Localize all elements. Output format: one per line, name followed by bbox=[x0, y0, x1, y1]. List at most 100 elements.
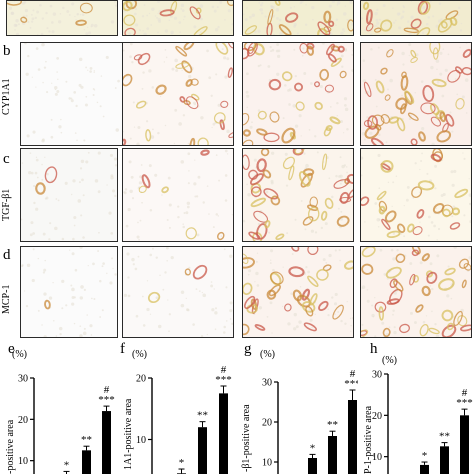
tissue-speckle bbox=[71, 302, 75, 306]
tissue-speckle bbox=[450, 170, 454, 174]
stain-structure bbox=[442, 208, 451, 218]
stain-structure bbox=[421, 285, 431, 297]
tissue-speckle bbox=[166, 247, 169, 250]
tissue-speckle bbox=[431, 287, 434, 291]
tissue-speckle bbox=[378, 187, 381, 190]
stain-structure bbox=[123, 73, 133, 87]
tissue-speckle bbox=[376, 217, 380, 222]
tissue-speckle bbox=[220, 235, 223, 237]
stain-structure bbox=[395, 253, 406, 263]
stain-structure bbox=[243, 253, 249, 265]
tissue-speckle bbox=[229, 309, 233, 313]
stain-structure bbox=[275, 233, 285, 241]
micrograph-a-1 bbox=[6, 0, 118, 36]
tissue-speckle bbox=[211, 126, 213, 129]
tissue-speckle bbox=[37, 309, 40, 312]
tissue-speckle bbox=[231, 322, 233, 325]
stain-structure bbox=[447, 69, 461, 83]
panel-letter-g: g bbox=[244, 341, 252, 357]
tissue-speckle bbox=[143, 4, 146, 6]
tissue-speckle bbox=[436, 80, 440, 84]
tissue-speckle bbox=[29, 233, 33, 237]
tissue-speckle bbox=[140, 164, 143, 166]
tissue-speckle bbox=[52, 12, 57, 16]
tissue-speckle bbox=[54, 226, 58, 231]
tissue-speckle bbox=[299, 286, 302, 288]
tissue-speckle bbox=[51, 30, 55, 34]
tissue-speckle bbox=[307, 270, 311, 274]
tissue-speckle bbox=[114, 164, 117, 167]
tissue-speckle bbox=[92, 94, 95, 97]
tissue-speckle bbox=[148, 164, 152, 168]
tissue-speckle bbox=[141, 201, 143, 204]
tissue-speckle bbox=[431, 310, 433, 313]
tissue-speckle bbox=[182, 225, 185, 229]
tissue-speckle bbox=[469, 220, 471, 224]
stain-structure bbox=[197, 137, 209, 145]
tissue-speckle bbox=[82, 331, 87, 336]
stain-structure bbox=[366, 9, 373, 25]
tissue-speckle bbox=[21, 265, 24, 268]
stain-structure bbox=[314, 81, 321, 88]
stain-structure bbox=[378, 205, 386, 215]
stain-structure bbox=[339, 191, 350, 204]
stain-structure bbox=[200, 149, 210, 156]
tissue-speckle bbox=[161, 194, 163, 196]
tissue-speckle bbox=[259, 3, 263, 7]
stain-structure bbox=[412, 226, 423, 236]
stain-structure bbox=[244, 25, 257, 35]
tissue-speckle bbox=[32, 9, 35, 12]
y-tick-label: 20 bbox=[136, 374, 146, 385]
tissue-speckle bbox=[406, 186, 410, 189]
tissue-speckle bbox=[43, 268, 47, 272]
stain-structure bbox=[264, 220, 271, 229]
tissue-speckle bbox=[93, 70, 95, 72]
tissue-speckle bbox=[255, 271, 259, 276]
tissue-speckle bbox=[434, 187, 437, 190]
tissue-speckle bbox=[270, 179, 274, 183]
tissue-speckle bbox=[114, 194, 117, 198]
tissue-speckle bbox=[55, 335, 58, 337]
tissue-speckle bbox=[162, 288, 165, 291]
tissue-speckle bbox=[270, 8, 272, 10]
tissue-speckle bbox=[76, 139, 78, 142]
tissue-speckle bbox=[142, 30, 144, 32]
tissue-speckle bbox=[402, 63, 405, 66]
tissue-speckle bbox=[294, 74, 297, 78]
tissue-speckle bbox=[284, 84, 287, 87]
tissue-speckle bbox=[314, 231, 318, 234]
tissue-speckle bbox=[268, 231, 271, 234]
tissue-speckle bbox=[442, 192, 446, 197]
tissue-speckle bbox=[31, 76, 33, 78]
tissue-speckle bbox=[102, 115, 105, 118]
tissue-speckle bbox=[246, 94, 250, 98]
tissue-speckle bbox=[132, 263, 135, 266]
stain-structure bbox=[380, 67, 388, 75]
tissue-speckle bbox=[17, 23, 20, 26]
tissue-speckle bbox=[41, 324, 43, 326]
tissue-speckle bbox=[44, 197, 47, 200]
tissue-speckle bbox=[141, 295, 144, 298]
tissue-speckle bbox=[229, 318, 232, 320]
tissue-speckle bbox=[199, 31, 202, 34]
tissue-speckle bbox=[134, 23, 139, 27]
tissue-speckle bbox=[387, 88, 389, 91]
tissue-speckle bbox=[149, 313, 152, 315]
tissue-speckle bbox=[99, 316, 102, 318]
stain-structure bbox=[406, 223, 415, 233]
tissue-speckle bbox=[429, 285, 432, 287]
tissue-speckle bbox=[300, 135, 302, 137]
tissue-speckle bbox=[427, 234, 430, 237]
tissue-speckle bbox=[146, 280, 149, 282]
stain-structure bbox=[220, 100, 229, 108]
stain-structure bbox=[266, 289, 277, 300]
tissue-speckle bbox=[185, 297, 187, 300]
stain-structure bbox=[431, 78, 447, 88]
tissue-speckle bbox=[37, 257, 40, 260]
stain-structure bbox=[155, 84, 167, 95]
stain-structure bbox=[410, 18, 422, 29]
tissue-speckle bbox=[339, 182, 342, 185]
tissue-speckle bbox=[260, 12, 264, 15]
stain-structure bbox=[444, 267, 456, 276]
